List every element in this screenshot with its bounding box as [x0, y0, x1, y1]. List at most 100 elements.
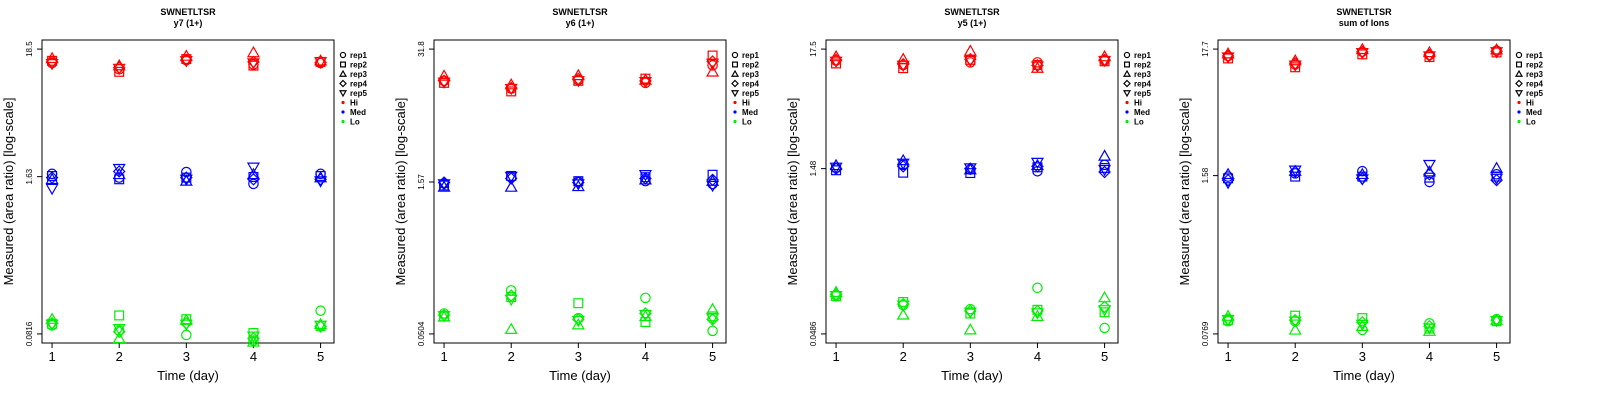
- x-tick-label: 2: [116, 349, 123, 364]
- data-point-lo-rep5: [1030, 308, 1044, 320]
- data-point-hi-rep5: [314, 57, 328, 69]
- legend-label: Lo: [742, 118, 752, 127]
- legend-symbol-rep4: [731, 79, 739, 88]
- data-point-lo-rep5: [829, 290, 843, 303]
- y-axis-label: Measured (area ratio) [log-scale]: [1177, 98, 1192, 286]
- data-point-hi-rep5: [1355, 48, 1369, 60]
- data-point-med-rep5: [896, 158, 910, 171]
- x-tick-label: 1: [832, 349, 839, 364]
- data-point-med-rep5: [437, 179, 451, 191]
- data-point-lo-rep2: [573, 298, 584, 309]
- data-point-med-rep5: [1355, 174, 1369, 186]
- data-point-lo-rep2: [1357, 313, 1368, 324]
- legend-dot-lo: [341, 119, 345, 124]
- chart-subtitle: y7 (1+): [174, 18, 203, 28]
- legend-dot-hi: [733, 100, 737, 105]
- legend-label: rep5: [742, 89, 759, 98]
- data-point-hi-rep5: [829, 56, 843, 68]
- data-point-lo-rep1: [315, 305, 326, 316]
- data-point-lo-rep5: [112, 324, 126, 336]
- data-point-med-rep4: [896, 160, 910, 173]
- legend-symbol-rep5: [338, 90, 348, 98]
- data-point-lo-rep4: [112, 325, 126, 339]
- chart-subtitle: y5 (1+): [958, 18, 987, 28]
- x-axis-label: Time (day): [549, 368, 611, 383]
- legend-label: rep2: [1526, 61, 1543, 70]
- data-point-lo-rep5: [638, 309, 652, 322]
- legend-label: rep2: [350, 61, 367, 70]
- data-point-lo-rep4: [1098, 300, 1111, 314]
- data-point-hi-rep3: [638, 73, 652, 85]
- legend-label: rep3: [1134, 70, 1151, 79]
- data-point-hi-rep5: [896, 60, 910, 73]
- y-tick-label: 1.57: [417, 174, 426, 190]
- legend-label: Hi: [1134, 99, 1142, 108]
- data-point-lo-rep5: [504, 294, 518, 307]
- data-point-med-rep4: [639, 172, 652, 185]
- data-point-lo-rep2: [1290, 310, 1301, 321]
- data-point-med-rep4: [1098, 165, 1111, 179]
- data-point-lo-rep1: [640, 292, 651, 304]
- x-tick-label: 1: [48, 349, 55, 364]
- y-tick-label: 1.48: [809, 160, 818, 176]
- data-point-med-rep5: [1288, 165, 1302, 177]
- data-point-lo-rep3: [504, 322, 518, 334]
- legend-label: Lo: [350, 118, 360, 127]
- data-point-hi-rep3: [963, 44, 977, 56]
- legend-dot-lo: [733, 119, 737, 124]
- x-tick-label: 2: [900, 349, 907, 364]
- data-point-lo-rep5: [896, 300, 910, 312]
- data-point-med-rep2: [1491, 171, 1502, 182]
- data-point-med-rep5: [1221, 177, 1235, 190]
- plot-frame: [433, 39, 727, 344]
- data-point-hi-rep5: [963, 55, 977, 68]
- y-tick-label: 0.0769: [1201, 321, 1210, 346]
- data-point-lo-rep5: [45, 319, 59, 332]
- data-point-hi-rep2: [114, 66, 125, 77]
- data-point-hi-rep5: [706, 58, 720, 71]
- legend-label: rep3: [1526, 70, 1543, 79]
- data-point-lo-rep3: [1288, 323, 1302, 335]
- data-point-lo-rep3: [963, 323, 977, 335]
- data-point-lo-rep5: [179, 319, 193, 332]
- data-point-med-rep3: [1355, 167, 1369, 180]
- y-tick-label: 18.5: [25, 41, 34, 57]
- data-point-med-rep2: [965, 168, 976, 179]
- legend-label: Hi: [742, 99, 750, 108]
- legend-symbol-rep1: [1123, 51, 1131, 59]
- x-tick-label: 4: [642, 349, 649, 364]
- x-tick-label: 5: [1101, 349, 1108, 364]
- data-point-lo-rep3: [45, 312, 59, 324]
- data-point-hi-rep3: [829, 49, 843, 62]
- legend-symbol-rep2: [1123, 61, 1130, 68]
- legend-label: rep4: [350, 80, 367, 89]
- legend-label: rep1: [1526, 51, 1543, 60]
- data-point-med-rep2: [707, 169, 718, 180]
- y-tick-label: 1.63: [25, 168, 34, 184]
- x-axis-label: Time (day): [941, 368, 1003, 383]
- legend-dot-hi: [1125, 100, 1129, 105]
- legend-label: Hi: [1526, 99, 1534, 108]
- data-point-lo-rep5: [706, 313, 720, 325]
- chart-title: SWNETLTSR: [160, 7, 216, 17]
- data-point-lo-rep5: [571, 315, 585, 328]
- x-tick-label: 3: [1359, 349, 1366, 364]
- legend-label: rep5: [1134, 89, 1151, 98]
- data-point-hi-rep5: [1288, 60, 1302, 72]
- chart-title: SWNETLTSR: [1336, 7, 1392, 17]
- x-tick-label: 2: [508, 349, 515, 364]
- data-point-hi-rep5: [1221, 52, 1235, 64]
- legend-symbol-rep1: [731, 51, 739, 59]
- x-tick-label: 5: [1493, 349, 1500, 364]
- legend-dot-lo: [1125, 119, 1129, 124]
- x-tick-label: 1: [1224, 349, 1231, 364]
- legend-label: rep2: [1134, 61, 1151, 70]
- data-point-med-rep4: [247, 172, 260, 186]
- y-axis-label: Measured (area ratio) [log-scale]: [785, 98, 800, 286]
- legend-label: rep3: [350, 70, 367, 79]
- legend-symbol-rep3: [730, 69, 740, 77]
- data-point-med-rep3: [1490, 161, 1504, 173]
- legend-dot-med: [1517, 110, 1521, 114]
